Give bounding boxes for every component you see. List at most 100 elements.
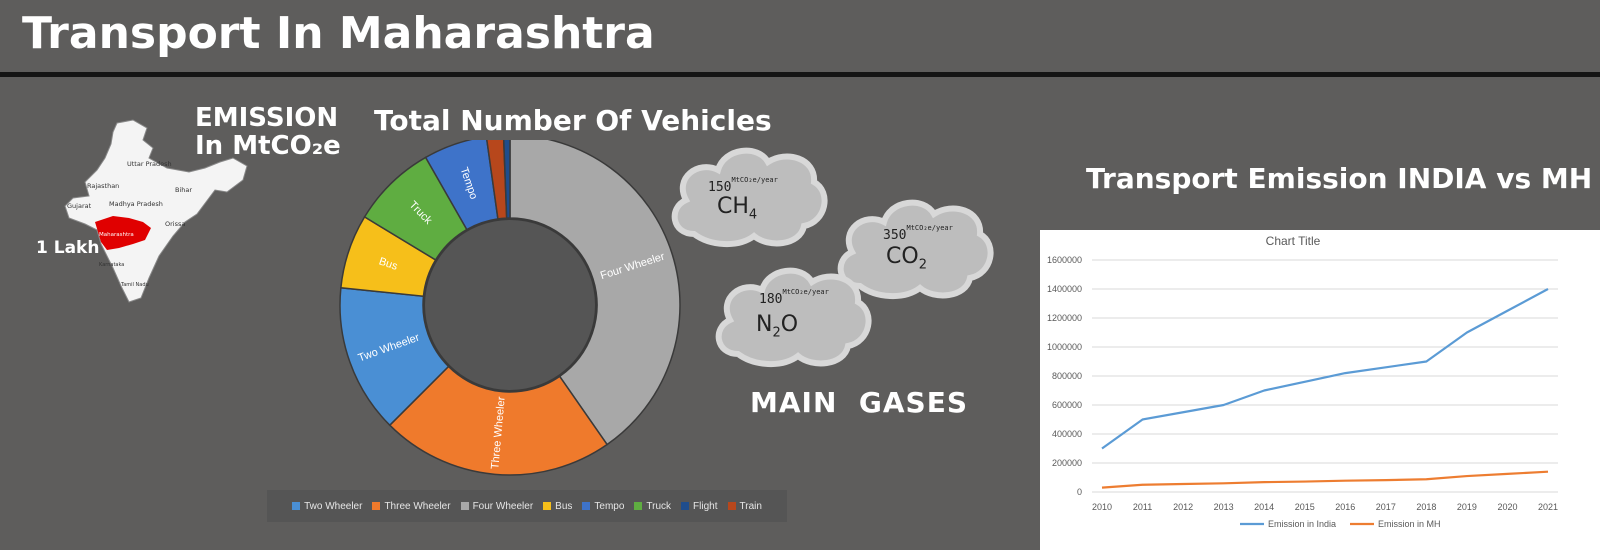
x-tick-label-2012: 2012	[1173, 502, 1193, 512]
legend-swatch-train	[727, 502, 736, 510]
ch4-value-unit: MtCO₂e/year	[731, 176, 778, 184]
co2-value-number: 350	[883, 228, 907, 243]
legend-label-two-wheeler: Two Wheeler	[304, 500, 363, 512]
co2-formula: CO2	[886, 244, 927, 272]
x-tick-label-2014: 2014	[1254, 502, 1274, 512]
legend-swatch-two-wheeler	[292, 502, 301, 510]
map-label-bihar: Bihar	[175, 186, 192, 194]
x-tick-label-2017: 2017	[1376, 502, 1396, 512]
legend-label-three-wheeler: Three Wheeler	[384, 500, 451, 512]
maharashtra-region-shape	[95, 216, 151, 250]
n2o-formula-sub: 2	[772, 325, 781, 341]
line-section-title: Transport Emission INDIA vs MH	[1086, 162, 1593, 195]
legend-item-truck: Truck	[634, 501, 671, 512]
x-tick-label-2018: 2018	[1416, 502, 1436, 512]
map-label-rajasthan: Rajasthan	[87, 182, 119, 190]
india-map: Rajasthan Uttar Pradesh Bihar Gujarat Ma…	[64, 119, 248, 303]
legend-label-truck: Truck	[646, 500, 672, 512]
main-gases-label: MAIN GASES	[750, 386, 968, 419]
n2o-formula: N2O	[756, 312, 798, 340]
y-tick-label-8: 1600000	[1047, 255, 1082, 265]
y-tick-label-4: 800000	[1052, 371, 1082, 381]
legend-swatch-flight	[681, 502, 690, 510]
map-label-orissa: Orissa	[165, 220, 185, 228]
header-divider	[0, 72, 1600, 77]
y-tick-label-3: 600000	[1052, 400, 1082, 410]
n2o-value-unit: MtCO₂e/year	[782, 288, 829, 296]
cloud-ch4	[671, 147, 828, 248]
vehicles-legend: Two Wheeler Three Wheeler Four Wheeler Bus T…	[267, 490, 787, 522]
x-tick-label-2011: 2011	[1133, 502, 1152, 512]
legend-swatch-bus	[543, 502, 552, 510]
legend-swatch-three-wheeler	[372, 502, 381, 510]
n2o-formula-base: N	[756, 312, 773, 337]
donut-label-bus: Bus	[377, 255, 399, 273]
legend-label-emission-in-india: Emission in India	[1268, 519, 1336, 529]
y-tick-label-1: 200000	[1052, 458, 1082, 468]
line-series-emission-in-mh	[1101, 470, 1549, 489]
legend-swatch-four-wheeler	[460, 502, 469, 510]
donut-hole	[423, 218, 597, 392]
n2o-value-number: 180	[759, 292, 783, 307]
map-label-karnataka: Karnataka	[99, 262, 124, 268]
co2-value-unit: MtCO₂e/year	[906, 224, 953, 232]
ch4-value: 150MtCO₂e/year	[708, 176, 778, 195]
emission-line-chart: Chart Title 0 200000 400000 600000 800000 1000…	[1040, 230, 1600, 550]
legend-item-tempo: Tempo	[582, 501, 624, 512]
co2-formula-base: CO	[886, 244, 919, 269]
line-chart-title: Chart Title	[1266, 234, 1321, 248]
x-tick-label-2020: 2020	[1497, 502, 1517, 512]
x-tick-label-2013: 2013	[1214, 502, 1234, 512]
emission-value: 1 Lakh	[36, 238, 100, 258]
legend-label-tempo: Tempo	[594, 500, 625, 512]
x-tick-label-2016: 2016	[1335, 502, 1355, 512]
x-tick-label-2010: 2010	[1092, 502, 1112, 512]
legend-item-bus: Bus	[543, 501, 572, 512]
y-tick-label-2: 400000	[1052, 429, 1082, 439]
page-title: Transport In Maharashtra	[22, 8, 655, 59]
legend-label-four-wheeler: Four Wheeler	[472, 500, 534, 512]
co2-value: 350MtCO₂e/year	[883, 224, 953, 243]
x-tick-label-2015: 2015	[1295, 502, 1315, 512]
co2-formula-sub: 2	[918, 257, 927, 273]
cloud-n2o	[715, 267, 872, 368]
y-tick-label-0: 0	[1077, 487, 1082, 497]
cloud-n2o-shape	[715, 267, 872, 368]
ch4-formula-sub: 4	[748, 207, 758, 223]
legend-item-three-wheeler: Three Wheeler	[372, 500, 451, 512]
legend-item-train: Train	[727, 500, 762, 512]
emission-title-line1: EMISSION	[195, 103, 339, 133]
ch4-formula: CH4	[717, 194, 757, 222]
x-tick-label-2019: 2019	[1457, 502, 1477, 512]
line-series-emission-in-india	[1101, 288, 1549, 450]
ch4-formula-base: CH	[717, 194, 749, 219]
y-tick-label-5: 1000000	[1047, 342, 1082, 352]
legend-label-emission-in-mh: Emission in MH	[1378, 519, 1441, 529]
n2o-formula-tail: O	[780, 312, 799, 337]
map-label-gujarat: Gujarat	[67, 202, 92, 210]
title-bar: Transport In Maharashtra	[0, 0, 1600, 72]
vehicles-title: Total Number Of Vehicles	[374, 104, 772, 137]
legend-swatch-tempo	[582, 502, 591, 510]
legend-swatch-truck	[634, 502, 643, 510]
y-tick-label-6: 1200000	[1047, 313, 1082, 323]
y-tick-label-7: 1400000	[1047, 284, 1082, 294]
map-label-maharashtra: Maharashtra	[99, 232, 134, 238]
cloud-co2	[837, 199, 994, 300]
legend-item-four-wheeler: Four Wheeler	[460, 500, 534, 512]
india-outline-shape	[64, 119, 248, 303]
legend-label-flight: Flight	[693, 500, 718, 512]
emission-title: EMISSION In MtCO₂e	[195, 104, 341, 160]
map-label-madhya-pradesh: Madhya Pradesh	[109, 200, 163, 208]
cloud-ch4-shape	[671, 147, 828, 248]
legend-item-two-wheeler: Two Wheeler	[292, 501, 362, 512]
legend-item-flight: Flight	[681, 500, 718, 512]
legend-label-bus: Bus	[555, 500, 573, 512]
emission-title-line2: In MtCO₂e	[195, 131, 341, 161]
ch4-value-number: 150	[708, 180, 732, 195]
cloud-co2-shape	[837, 199, 994, 300]
x-tick-label-2021: 2021	[1538, 502, 1558, 512]
legend-label-train: Train	[739, 500, 762, 512]
map-label-tamil-nadu: Tamil Nadu	[120, 282, 149, 288]
